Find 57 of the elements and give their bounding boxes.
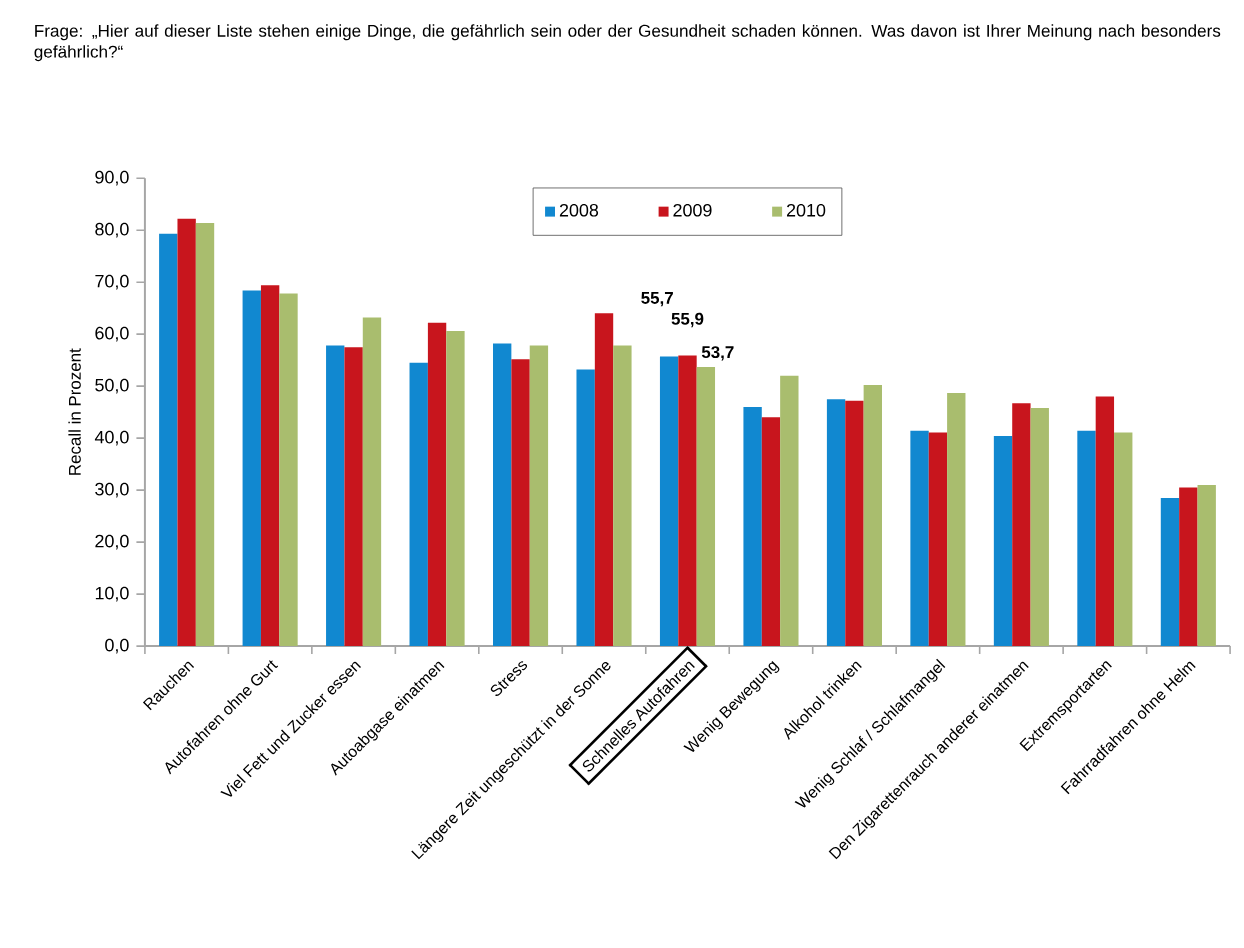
bar [159,233,178,647]
bar [993,436,1013,647]
y-tick-label: 60,0 [95,326,129,342]
bar [863,385,882,647]
bar [260,285,280,647]
bar [659,356,679,647]
bar [446,331,465,647]
data-label: 55,9 [671,312,704,328]
bar [1197,485,1216,647]
bar [242,290,261,647]
bar [195,223,215,647]
y-tick-label: 20,0 [95,534,129,550]
bar [409,362,428,647]
data-label: 53,7 [701,346,734,361]
y-tick-label: 50,0 [95,378,129,394]
bar [1179,487,1198,647]
y-axis-title: Recall in Prozent [68,348,81,475]
bar [743,407,762,647]
bar [1160,498,1180,647]
bar [576,369,595,647]
bar [177,218,196,647]
bar [326,345,345,647]
legend-label: 2009 [673,203,712,217]
bar [529,345,549,647]
y-tick-label: 10,0 [95,586,129,602]
y-tick-label: 80,0 [95,222,129,238]
y-tick-label: 40,0 [94,430,129,446]
bar [594,313,614,647]
bar [1077,430,1096,647]
bar [1030,408,1049,647]
bar [910,430,929,647]
y-tick-label: 30,0 [95,482,129,498]
bar [696,367,716,647]
legend-label: 2008 [559,203,599,217]
y-tick-label: 90,0 [95,170,129,186]
bar [947,393,966,647]
bar [761,417,781,647]
legend-label: 2010 [786,203,826,217]
bar [1095,396,1115,647]
y-tick-label: 0,0 [105,638,129,654]
bar [511,359,530,647]
bar [344,347,363,647]
bar [928,432,948,647]
bar [493,343,512,647]
bar [362,317,382,647]
bar [279,293,298,647]
bar [1114,432,1133,647]
bar [845,400,864,647]
bar [826,399,846,647]
data-label: 55,7 [641,292,673,307]
y-tick-label: 70,0 [95,274,129,290]
chart-title: Frage: „Hier auf dieser Liste stehen einige Dinge, die gefährlich sein oder der Gesundheit schaden können. Was davon ist Ihrer Meinung nach besonders gefährlich?“ [34,24,1221,62]
bar [1012,403,1031,647]
bar [613,345,632,647]
bar [427,322,447,647]
bar [678,355,697,647]
bar [780,375,799,647]
